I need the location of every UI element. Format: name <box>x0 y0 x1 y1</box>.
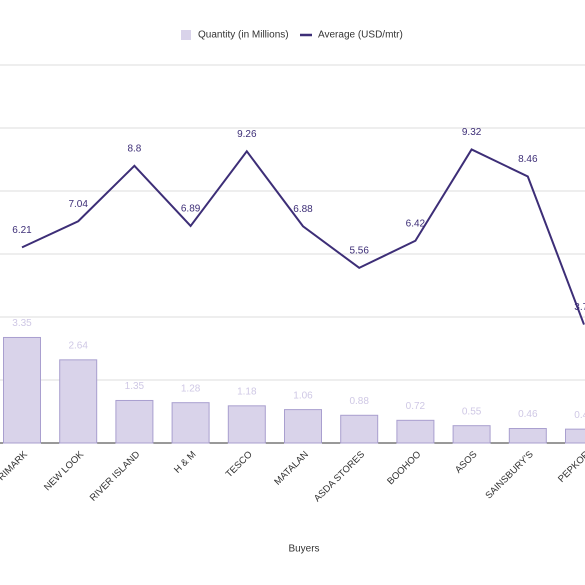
bar <box>284 409 322 444</box>
bar-value-label: 0.46 <box>518 409 538 420</box>
x-tick-label: BOOHOO <box>385 449 423 487</box>
bar-value-label: 1.18 <box>237 386 257 397</box>
bar-value-label: 0.72 <box>406 401 426 412</box>
line <box>21 148 585 325</box>
line-value-label: 6.21 <box>12 225 32 236</box>
legend-label: Average (USD/mtr) <box>318 30 403 41</box>
bar-value-label: 3.35 <box>12 318 32 329</box>
x-tick-label: PEPKOR <box>556 449 585 485</box>
legend: Quantity (in Millions) Average (USD/mtr) <box>181 30 403 41</box>
bar-value-label: 0.55 <box>462 406 482 417</box>
bar-value-label: 1.06 <box>293 390 313 401</box>
bar-value-label: 2.64 <box>68 340 88 351</box>
legend-swatch <box>181 30 191 40</box>
x-tick-label: ASOS <box>453 449 479 475</box>
x-tick-label: TESCO <box>224 449 255 480</box>
bar <box>340 414 379 444</box>
bar <box>565 428 585 444</box>
line-value-label: 5.56 <box>349 246 369 257</box>
x-tick-label: H & M <box>172 449 198 475</box>
line-value-label: 7.04 <box>68 199 88 210</box>
line-value-label: 8.46 <box>518 154 538 165</box>
x-tick-label: NEW LOOK <box>42 449 86 493</box>
x-tick-label: RIVER ISLAND <box>88 449 143 504</box>
x-tick-label: PRIMARK <box>0 449 30 488</box>
x-tick-label: ASDA STORES <box>312 449 367 504</box>
line-value-label: 3.76 <box>574 302 585 313</box>
line-value-label: 9.32 <box>462 127 482 138</box>
bar <box>508 428 547 444</box>
line-value-label: 9.26 <box>237 129 257 140</box>
line-value-label: 6.89 <box>181 204 201 215</box>
bar <box>3 336 41 444</box>
bar <box>171 402 210 444</box>
bar-value-label: 0.88 <box>349 396 369 407</box>
x-tick-label: MATALAN <box>272 449 311 488</box>
x-tick-label: SAINSBURY'S <box>483 449 535 501</box>
bar <box>452 425 491 444</box>
bar <box>115 399 154 444</box>
bar-value-label: 1.35 <box>125 381 145 392</box>
line-value-label: 8.8 <box>127 143 141 154</box>
x-axis-title: Buyers <box>288 544 319 555</box>
legend-label: Quantity (in Millions) <box>198 30 289 41</box>
bar-value-label: 0.44 <box>574 410 585 421</box>
bar <box>227 405 266 444</box>
line-value-label: 6.88 <box>293 204 313 215</box>
line-value-label: 6.42 <box>406 218 426 229</box>
bar-value-label: 1.28 <box>181 383 201 394</box>
bar <box>59 359 98 444</box>
bar <box>396 419 435 444</box>
